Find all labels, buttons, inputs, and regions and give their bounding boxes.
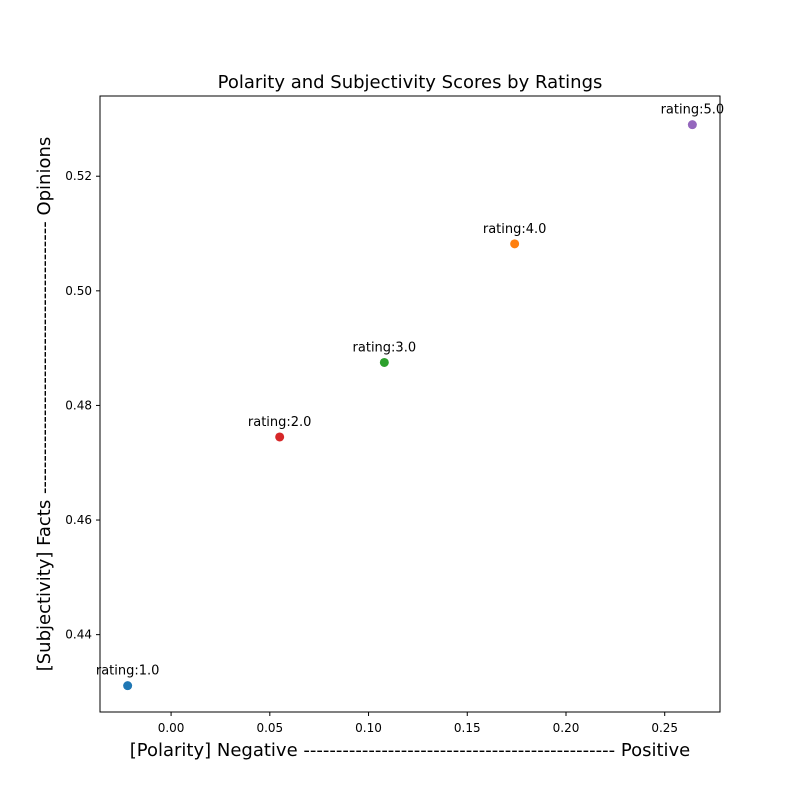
data-point [379,357,389,367]
data-point [123,681,133,691]
x-tick-label: 0.25 [651,721,678,735]
x-axis-label: [Polarity] Negative --------------------… [130,740,691,761]
data-point [687,120,697,130]
y-axis-label: [Subjectivity] Facts -------------------… [34,137,55,672]
plot-frame [99,95,721,713]
y-tick-label: 0.50 [65,284,92,298]
data-point-label: rating:3.0 [353,340,417,355]
x-tick-label: 0.05 [256,721,283,735]
data-point-label: rating:1.0 [96,664,160,679]
data-point-label: rating:4.0 [483,222,547,237]
data-point-label: rating:5.0 [661,103,725,118]
data-point [275,432,285,442]
y-tick-label: 0.44 [65,628,92,642]
data-point [510,239,520,249]
data-point-label: rating:2.0 [248,415,312,430]
x-tick-label: 0.15 [454,721,481,735]
plot-area: 0.00 0.05 0.10 0.15 0.20 0.25 0.44 0.46 0.48 0.50… [65,95,725,735]
chart-title: Polarity and Subjectivity Scores by Rati… [218,72,603,93]
x-tick-label: 0.10 [355,721,382,735]
x-tick-label: 0.00 [158,721,185,735]
y-tick-label: 0.48 [65,398,92,412]
y-tick-label: 0.52 [65,169,92,183]
x-tick-label: 0.20 [553,721,580,735]
y-tick-label: 0.46 [65,513,92,527]
